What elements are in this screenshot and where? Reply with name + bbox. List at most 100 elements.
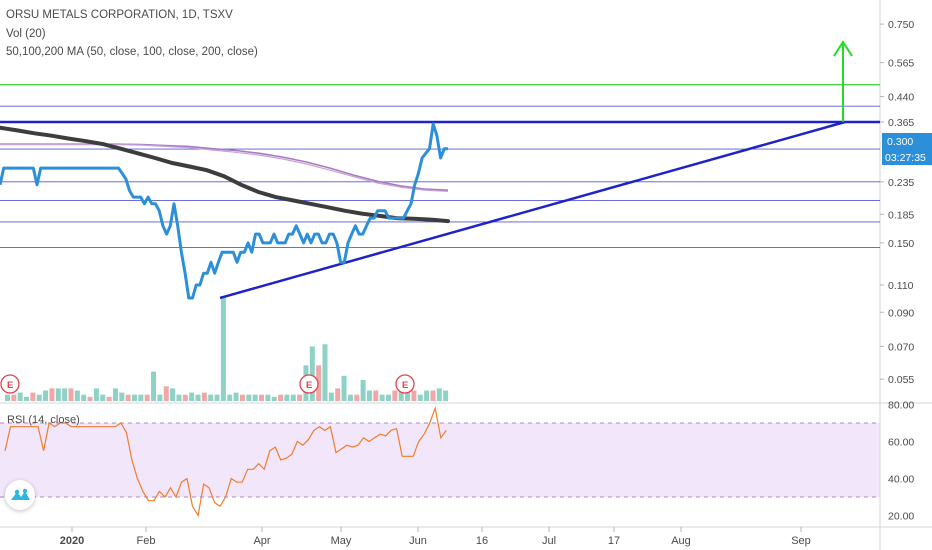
time-axis-tick: Jul	[542, 535, 556, 547]
volume-bar	[208, 394, 214, 401]
volume-bar	[93, 388, 99, 401]
volume-bar	[100, 394, 106, 401]
volume-bar	[347, 394, 353, 401]
earnings-marker-circle	[395, 374, 415, 394]
price-axis-tick: 0.185	[888, 209, 914, 221]
volume-bar	[424, 390, 430, 401]
volume-bar	[112, 388, 118, 401]
time-axis-tick: 16	[476, 535, 488, 547]
volume-bar	[55, 388, 61, 401]
volume-bar	[278, 394, 284, 401]
earnings-marker[interactable]: E	[299, 374, 319, 394]
rsi-axis-tick: 20.00	[888, 511, 914, 523]
volume-bar	[87, 396, 93, 401]
volume-bar	[24, 396, 30, 401]
earnings-marker-label: E	[306, 380, 312, 391]
volume-bar	[297, 394, 303, 401]
price-axis-tick: 0.070	[888, 341, 914, 353]
volume-bar	[246, 394, 252, 401]
countdown-bg	[882, 149, 932, 165]
volume-bar	[233, 392, 239, 401]
time-axis: 2020 Feb Apr May Jun 16 Jul 17 Aug Sep	[60, 527, 811, 547]
ascending-trendline[interactable]	[219, 120, 846, 300]
volume-bar	[436, 388, 442, 401]
volume-bar	[68, 388, 74, 401]
volume-bar	[379, 394, 385, 401]
ma-100-line[interactable]	[0, 144, 449, 192]
volume-bar	[189, 392, 195, 401]
volume-bar	[170, 388, 176, 401]
price-axis: 0.750 0.565 0.440 0.365 0.235 0.185 0.150 0.110…	[880, 19, 914, 386]
volume-bar	[125, 394, 131, 401]
tradingview-logo[interactable]	[5, 480, 35, 510]
volume-bar	[176, 394, 182, 401]
volume-bar	[341, 375, 347, 401]
trendlines	[0, 40, 880, 300]
volume-bar	[284, 394, 290, 401]
symbol-title[interactable]: ORSU METALS CORPORATION, 1D, TSXV	[6, 9, 233, 21]
volume-bar	[11, 394, 17, 401]
volume-bar	[30, 392, 36, 401]
volume-bar	[322, 344, 328, 401]
volume-bar	[259, 394, 264, 401]
time-axis-tick: Feb	[137, 535, 156, 547]
rsi-series	[4, 405, 447, 518]
rsi-line[interactable]	[4, 405, 447, 518]
moving-averages	[0, 125, 450, 224]
volume-bar	[144, 394, 150, 401]
rsi-indicator-label[interactable]: RSI (14, close)	[7, 414, 80, 426]
volume-bar	[354, 394, 360, 401]
volume-bar	[405, 386, 411, 401]
volume-bar	[265, 394, 271, 401]
volume-bar	[309, 346, 315, 401]
volume-bar	[271, 396, 277, 401]
volume-bar	[106, 396, 112, 401]
horizontal-levels	[0, 84, 880, 248]
volume-bar	[214, 394, 220, 401]
volume-bar	[335, 388, 341, 401]
time-axis-tick: Aug	[671, 535, 691, 547]
price-axis-tick: 0.565	[888, 58, 914, 70]
volume-bar	[290, 394, 296, 401]
volume-bar	[252, 394, 258, 401]
rsi-axis-tick: 80.00	[888, 400, 914, 412]
volume-bar	[49, 388, 55, 401]
volume-bar	[239, 394, 245, 401]
volume-bar	[62, 388, 68, 401]
volume-bar	[366, 390, 372, 401]
moving-average-indicator-label[interactable]: 50,100,200 MA (50, close, 100, close, 20…	[6, 46, 258, 58]
volume-bar	[163, 386, 169, 401]
volume-bar	[328, 392, 334, 401]
volume-bar	[74, 390, 80, 401]
earnings-marker[interactable]: E	[395, 374, 415, 394]
volume-bar	[182, 394, 188, 401]
volume-bar	[417, 394, 423, 401]
earnings-marker-circle	[299, 374, 319, 394]
volume-bar	[430, 390, 436, 401]
ma-50-line[interactable]	[0, 125, 450, 224]
price-line[interactable]	[0, 122, 448, 300]
volume-indicator-label[interactable]: Vol (20)	[6, 28, 46, 40]
volume-bars	[5, 296, 449, 401]
logo-icon	[11, 488, 30, 500]
volume-bar	[81, 394, 87, 401]
time-axis-tick: May	[331, 535, 352, 547]
earnings-marker[interactable]: E	[0, 374, 20, 394]
volume-bar	[201, 392, 207, 401]
rsi-axis: 80.00 60.00 40.00 20.00	[888, 400, 914, 523]
price-axis-tick: 0.440	[888, 92, 914, 104]
price-axis-tick: 0.750	[888, 19, 914, 31]
volume-bar	[151, 371, 157, 401]
time-axis-tick: 2020	[60, 535, 84, 547]
volume-bar	[157, 394, 163, 401]
volume-bar	[36, 394, 42, 401]
price-badge: 0.300	[887, 136, 913, 148]
volume-bar	[398, 388, 404, 401]
volume-bar	[119, 392, 125, 401]
price-axis-tick: 0.110	[888, 280, 914, 292]
time-axis-tick: 17	[608, 535, 620, 547]
volume-bar	[17, 392, 23, 401]
volume-bar	[220, 296, 226, 401]
